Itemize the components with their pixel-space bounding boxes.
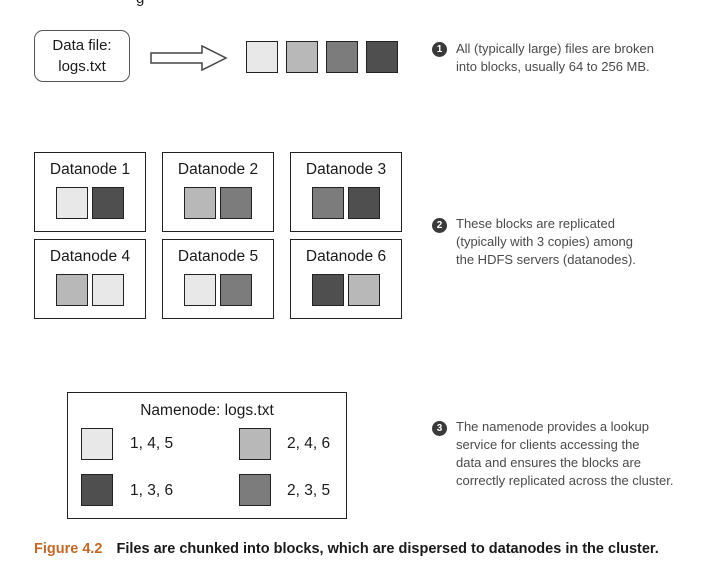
datanode-block [184, 187, 216, 219]
note-1-text: All (typically large) files are broken i… [456, 40, 654, 76]
note-1-badge: 1 [432, 42, 447, 57]
file-block-3 [326, 41, 358, 73]
datanode-6: Datanode 6 [290, 239, 402, 319]
datanode-block [220, 274, 252, 306]
datanode-block [312, 274, 344, 306]
namenode-locations: 1, 3, 6 [130, 482, 174, 499]
datanode-title: Datanode 2 [177, 161, 259, 178]
datanode-block [56, 187, 88, 219]
datanode-3: Datanode 3 [290, 152, 402, 232]
note-2-text: These blocks are replicated (typically w… [456, 215, 636, 269]
datanode-4: Datanode 4 [34, 239, 146, 319]
namenode-box: Namenode: logs.txt 1, 4, 5 2, 4, 6 1, 3,… [67, 392, 347, 519]
datanode-title: Datanode 6 [305, 248, 387, 265]
note-3-badge: 3 [432, 421, 447, 436]
namenode-block [239, 428, 271, 460]
figure-number: Figure 4.2 [34, 541, 103, 557]
file-block-2 [286, 41, 318, 73]
namenode-block [81, 474, 113, 506]
datanode-block [220, 187, 252, 219]
data-file-label: Data file: [52, 37, 112, 54]
note-3-text: The namenode provides a lookup service f… [456, 418, 673, 490]
figure-caption: Figure 4.2 Files are chunked into blocks,… [34, 541, 659, 557]
datanode-title: Datanode 5 [177, 248, 259, 265]
note-2-line-3: the HDFS servers (datanodes). [456, 252, 636, 267]
note-2-badge: 2 [432, 218, 447, 233]
datanode-block [184, 274, 216, 306]
namenode-title: Namenode: logs.txt [140, 402, 274, 419]
file-block-1 [246, 41, 278, 73]
datanode-block [92, 187, 124, 219]
data-file-name: logs.txt [58, 58, 106, 75]
datanode-5: Datanode 5 [162, 239, 274, 319]
datanode-title: Datanode 4 [49, 248, 131, 265]
figure-caption-text: Files are chunked into blocks, which are… [116, 541, 659, 557]
namenode-block [239, 474, 271, 506]
split-arrow-icon [150, 44, 228, 72]
datanode-block [348, 274, 380, 306]
datanode-block [92, 274, 124, 306]
file-block-4 [366, 41, 398, 73]
namenode-block [81, 428, 113, 460]
note-2-line-2: (typically with 3 copies) among [456, 234, 634, 249]
datanode-title: Datanode 1 [49, 161, 131, 178]
namenode-locations: 2, 4, 6 [287, 435, 331, 452]
note-2-line-1: These blocks are replicated [456, 216, 615, 231]
datanode-2: Datanode 2 [162, 152, 274, 232]
note-1-line-1: All (typically large) files are broken [456, 41, 654, 56]
datanode-title: Datanode 3 [305, 161, 387, 178]
note-1-line-2: into blocks, usually 64 to 256 MB. [456, 59, 650, 74]
namenode-locations: 2, 3, 5 [287, 482, 331, 499]
note-3-line-3: data and ensures the blocks are [456, 455, 642, 470]
namenode-locations: 1, 4, 5 [130, 435, 174, 452]
note-3-line-4: correctly replicated across the cluster. [456, 473, 674, 488]
data-file-box: Data file: logs.txt [34, 30, 130, 82]
note-3-line-2: service for clients accessing the [456, 437, 640, 452]
datanode-block [348, 187, 380, 219]
datanode-1: Datanode 1 [34, 152, 146, 232]
datanode-block [312, 187, 344, 219]
datanode-block [56, 274, 88, 306]
note-3-line-1: The namenode provides a lookup [456, 419, 649, 434]
cropped-top-text: g [136, 0, 144, 7]
